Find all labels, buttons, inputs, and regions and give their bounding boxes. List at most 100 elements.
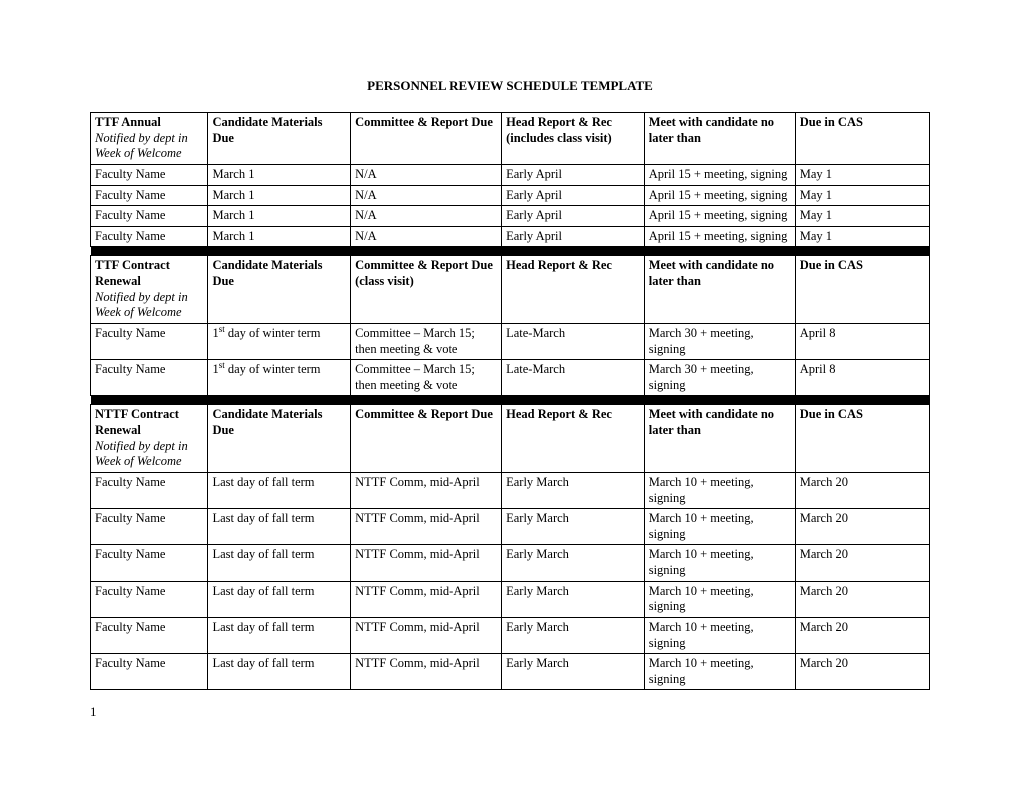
table-row: Faculty NameMarch 1N/AEarly AprilApril 1…: [91, 185, 930, 206]
table-cell: Last day of fall term: [208, 654, 351, 690]
table-cell: March 1: [208, 206, 351, 227]
table-cell: March 1: [208, 226, 351, 247]
table-cell: Faculty Name: [91, 206, 208, 227]
table-cell: Faculty Name: [91, 164, 208, 185]
table-row: Faculty NameMarch 1N/AEarly AprilApril 1…: [91, 164, 930, 185]
table-cell: Last day of fall term: [208, 472, 351, 508]
table-cell: Early March: [502, 617, 645, 653]
table-cell: Last day of fall term: [208, 545, 351, 581]
table-cell: Faculty Name: [91, 581, 208, 617]
column-header-cell: Head Report & Rec (includes class visit): [502, 113, 645, 165]
table-row: Faculty NameMarch 1N/AEarly AprilApril 1…: [91, 206, 930, 227]
schedule-table: TTF AnnualNotified by dept in Week of We…: [90, 112, 930, 690]
table-row: Faculty NameLast day of fall termNTTF Co…: [91, 654, 930, 690]
table-cell: May 1: [795, 226, 929, 247]
table-cell: March 20: [795, 472, 929, 508]
table-cell: Early April: [502, 226, 645, 247]
table-cell: Early March: [502, 472, 645, 508]
table-cell: April 8: [795, 323, 929, 359]
table-cell: Early March: [502, 509, 645, 545]
section-header-row: NTTF Contract RenewalNotified by dept in…: [91, 405, 930, 473]
page-title: PERSONNEL REVIEW SCHEDULE TEMPLATE: [90, 78, 930, 94]
table-cell: March 30 + meeting, signing: [644, 323, 795, 359]
table-cell: May 1: [795, 164, 929, 185]
table-cell: March 30 + meeting, signing: [644, 360, 795, 396]
table-cell: March 10 + meeting, signing: [644, 617, 795, 653]
table-cell: Faculty Name: [91, 323, 208, 359]
table-cell: March 10 + meeting, signing: [644, 472, 795, 508]
table-cell: 1st day of winter term: [208, 323, 351, 359]
column-header-cell: Meet with candidate no later than: [644, 256, 795, 324]
table-cell: April 15 + meeting, signing: [644, 164, 795, 185]
table-cell: March 10 + meeting, signing: [644, 654, 795, 690]
table-cell: Faculty Name: [91, 185, 208, 206]
table-row: Faculty NameLast day of fall termNTTF Co…: [91, 545, 930, 581]
table-cell: NTTF Comm, mid-April: [351, 654, 502, 690]
table-cell: April 15 + meeting, signing: [644, 226, 795, 247]
table-cell: March 20: [795, 581, 929, 617]
column-header-cell: Head Report & Rec: [502, 405, 645, 473]
table-cell: Committee – March 15; then meeting & vot…: [351, 323, 502, 359]
table-cell: March 10 + meeting, signing: [644, 545, 795, 581]
table-cell: Faculty Name: [91, 509, 208, 545]
column-header-cell: Candidate Materials Due: [208, 256, 351, 324]
section-title-cell: NTTF Contract RenewalNotified by dept in…: [91, 405, 208, 473]
table-cell: N/A: [351, 164, 502, 185]
table-cell: NTTF Comm, mid-April: [351, 581, 502, 617]
table-cell: Faculty Name: [91, 226, 208, 247]
column-header-cell: Candidate Materials Due: [208, 405, 351, 473]
column-header-cell: Due in CAS: [795, 256, 929, 324]
column-header-cell: Due in CAS: [795, 405, 929, 473]
column-header-cell: Meet with candidate no later than: [644, 113, 795, 165]
table-cell: Last day of fall term: [208, 581, 351, 617]
table-cell: May 1: [795, 185, 929, 206]
table-cell: Faculty Name: [91, 472, 208, 508]
table-cell: Last day of fall term: [208, 617, 351, 653]
table-cell: Late-March: [502, 360, 645, 396]
table-row: Faculty NameLast day of fall termNTTF Co…: [91, 509, 930, 545]
table-cell: Last day of fall term: [208, 509, 351, 545]
table-cell: Early April: [502, 206, 645, 227]
page-number: 1: [90, 704, 930, 720]
section-separator: [91, 396, 930, 405]
table-cell: March 1: [208, 185, 351, 206]
table-cell: NTTF Comm, mid-April: [351, 509, 502, 545]
column-header-cell: Candidate Materials Due: [208, 113, 351, 165]
column-header-cell: Meet with candidate no later than: [644, 405, 795, 473]
table-cell: Faculty Name: [91, 360, 208, 396]
table-cell: March 10 + meeting, signing: [644, 581, 795, 617]
table-cell: March 10 + meeting, signing: [644, 509, 795, 545]
table-cell: May 1: [795, 206, 929, 227]
section-title-cell: TTF Contract RenewalNotified by dept in …: [91, 256, 208, 324]
table-cell: NTTF Comm, mid-April: [351, 617, 502, 653]
table-cell: Early April: [502, 185, 645, 206]
section-header-row: TTF AnnualNotified by dept in Week of We…: [91, 113, 930, 165]
table-cell: Early March: [502, 654, 645, 690]
table-row: Faculty NameLast day of fall termNTTF Co…: [91, 617, 930, 653]
table-cell: NTTF Comm, mid-April: [351, 545, 502, 581]
table-cell: April 8: [795, 360, 929, 396]
table-row: Faculty NameLast day of fall termNTTF Co…: [91, 472, 930, 508]
section-separator: [91, 247, 930, 256]
table-cell: Committee – March 15; then meeting & vot…: [351, 360, 502, 396]
table-cell: Late-March: [502, 323, 645, 359]
column-header-cell: Due in CAS: [795, 113, 929, 165]
column-header-cell: Committee & Report Due: [351, 405, 502, 473]
table-cell: Faculty Name: [91, 617, 208, 653]
table-cell: March 1: [208, 164, 351, 185]
table-cell: April 15 + meeting, signing: [644, 206, 795, 227]
table-cell: March 20: [795, 509, 929, 545]
section-header-row: TTF Contract RenewalNotified by dept in …: [91, 256, 930, 324]
table-cell: N/A: [351, 206, 502, 227]
table-cell: Early April: [502, 164, 645, 185]
table-row: Faculty NameMarch 1N/AEarly AprilApril 1…: [91, 226, 930, 247]
column-header-cell: Committee & Report Due: [351, 113, 502, 165]
table-cell: N/A: [351, 226, 502, 247]
table-row: Faculty NameLast day of fall termNTTF Co…: [91, 581, 930, 617]
table-cell: Early March: [502, 545, 645, 581]
table-cell: March 20: [795, 617, 929, 653]
column-header-cell: Committee & Report Due (class visit): [351, 256, 502, 324]
table-row: Faculty Name1st day of winter termCommit…: [91, 323, 930, 359]
table-cell: 1st day of winter term: [208, 360, 351, 396]
table-cell: Faculty Name: [91, 654, 208, 690]
